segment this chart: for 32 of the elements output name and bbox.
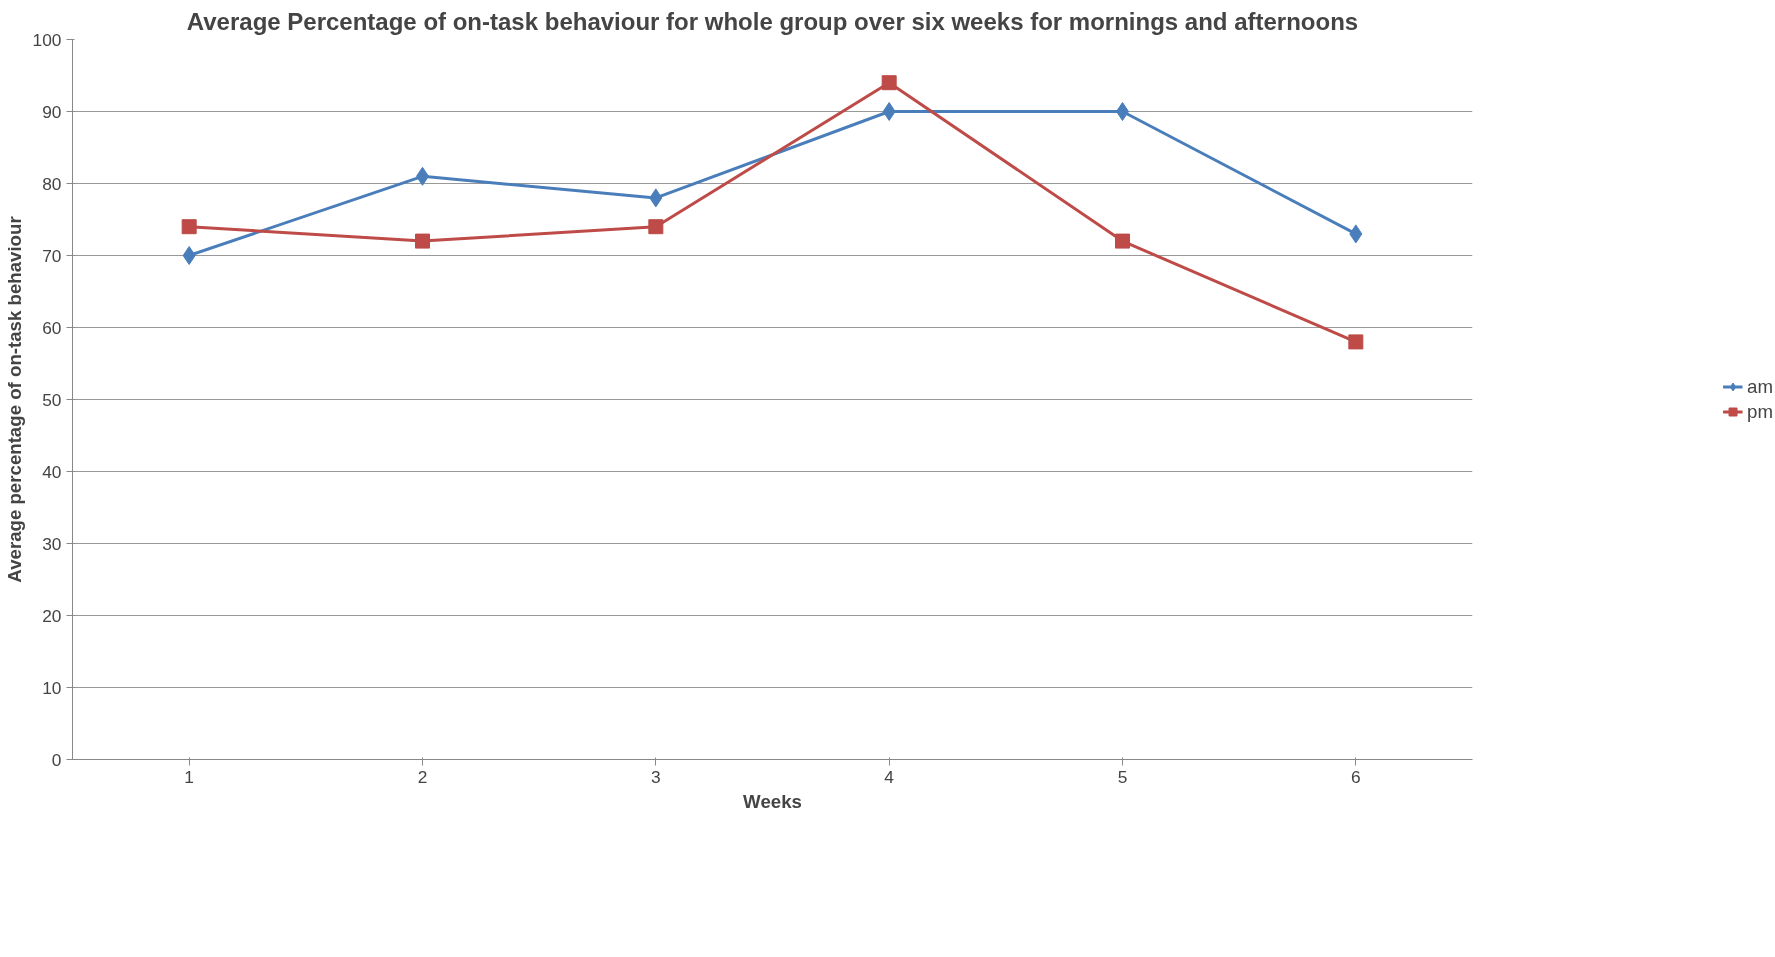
y-tick-label: 80 xyxy=(42,173,62,194)
point xyxy=(182,246,196,265)
y-tick-label: 20 xyxy=(42,605,62,626)
x-tick-label: 4 xyxy=(884,766,895,787)
legend-label: pm xyxy=(1747,400,1773,423)
point xyxy=(1349,224,1363,244)
point xyxy=(881,75,897,91)
legend-label: am xyxy=(1747,375,1773,398)
x-tick-label: 5 xyxy=(1117,766,1128,787)
x-tick-label: 6 xyxy=(1351,766,1361,787)
y-tick-label: 50 xyxy=(42,389,62,410)
y-tick-label: 30 xyxy=(42,533,62,554)
chart-title: Average Percentage of on-task behaviour for whole group over six weeks for mornings and afternoons xyxy=(186,7,1359,35)
point xyxy=(1348,334,1364,350)
point xyxy=(882,102,896,121)
y-tick-label: 90 xyxy=(42,101,62,122)
y-tick-label: 70 xyxy=(42,245,62,266)
y-axis-title: Average percentage of on-task behaviour xyxy=(3,216,25,583)
x-axis-title: Weeks xyxy=(743,790,802,812)
y-tick-label: 60 xyxy=(42,317,62,338)
y-tick-label: 40 xyxy=(42,461,62,482)
x-tick-label: 2 xyxy=(417,766,428,787)
point xyxy=(648,219,664,235)
x-tick-label: 3 xyxy=(651,766,661,787)
point xyxy=(1115,233,1130,249)
point xyxy=(649,188,663,208)
y-tick-label: 100 xyxy=(32,29,62,50)
y-tick-label: 0 xyxy=(51,749,62,770)
point xyxy=(415,233,430,249)
point xyxy=(181,219,197,235)
y-tick-label: 10 xyxy=(42,677,62,698)
x-tick-label: 1 xyxy=(184,766,194,787)
